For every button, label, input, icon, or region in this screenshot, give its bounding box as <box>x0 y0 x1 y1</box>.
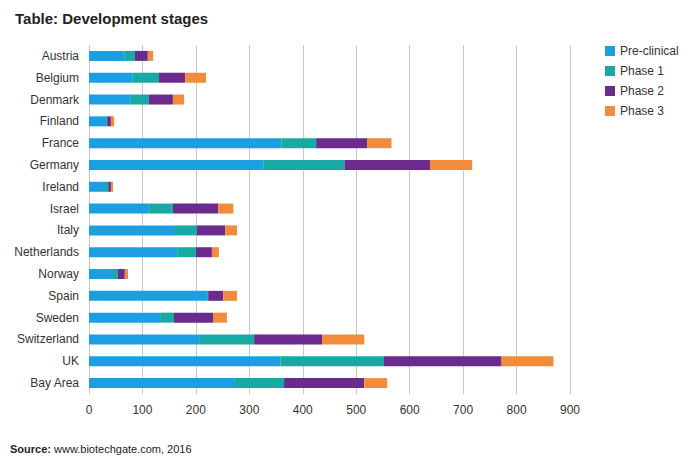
svg-text:700: 700 <box>453 403 473 417</box>
svg-text:800: 800 <box>507 403 527 417</box>
svg-text:200: 200 <box>186 403 206 417</box>
svg-text:0: 0 <box>86 403 93 417</box>
svg-text:Netherlands: Netherlands <box>14 245 79 259</box>
svg-text:Italy: Italy <box>57 223 79 237</box>
svg-text:Germany: Germany <box>30 158 79 172</box>
svg-text:www.biotechgate.com, 2016: www.biotechgate.com, 2016 <box>51 443 192 455</box>
svg-text:Switzerland: Switzerland <box>17 332 79 346</box>
svg-text:Table: Development stages: Table: Development stages <box>15 10 208 27</box>
svg-text:Sweden: Sweden <box>36 311 79 325</box>
svg-text:Pre-clinical: Pre-clinical <box>620 44 679 58</box>
svg-text:900: 900 <box>560 403 580 417</box>
svg-text:Phase 2: Phase 2 <box>620 84 664 98</box>
svg-text:Israel: Israel <box>50 202 79 216</box>
svg-text:600: 600 <box>400 403 420 417</box>
svg-text:Spain: Spain <box>48 289 79 303</box>
svg-text:Phase 3: Phase 3 <box>620 104 664 118</box>
svg-text:Finland: Finland <box>40 114 79 128</box>
svg-text:Bay Area: Bay Area <box>30 376 79 390</box>
svg-text:Austria: Austria <box>42 49 80 63</box>
svg-text:Belgium: Belgium <box>36 71 79 85</box>
svg-text:Norway: Norway <box>38 267 79 281</box>
svg-text:UK: UK <box>62 354 79 368</box>
svg-text:300: 300 <box>239 403 259 417</box>
svg-text:100: 100 <box>132 403 152 417</box>
svg-text:Source:: Source: <box>10 443 51 455</box>
svg-text:France: France <box>42 136 80 150</box>
svg-text:Phase 1: Phase 1 <box>620 64 664 78</box>
svg-text:400: 400 <box>293 403 313 417</box>
svg-text:500: 500 <box>346 403 366 417</box>
svg-text:Ireland: Ireland <box>42 180 79 194</box>
svg-text:Denmark: Denmark <box>30 93 80 107</box>
